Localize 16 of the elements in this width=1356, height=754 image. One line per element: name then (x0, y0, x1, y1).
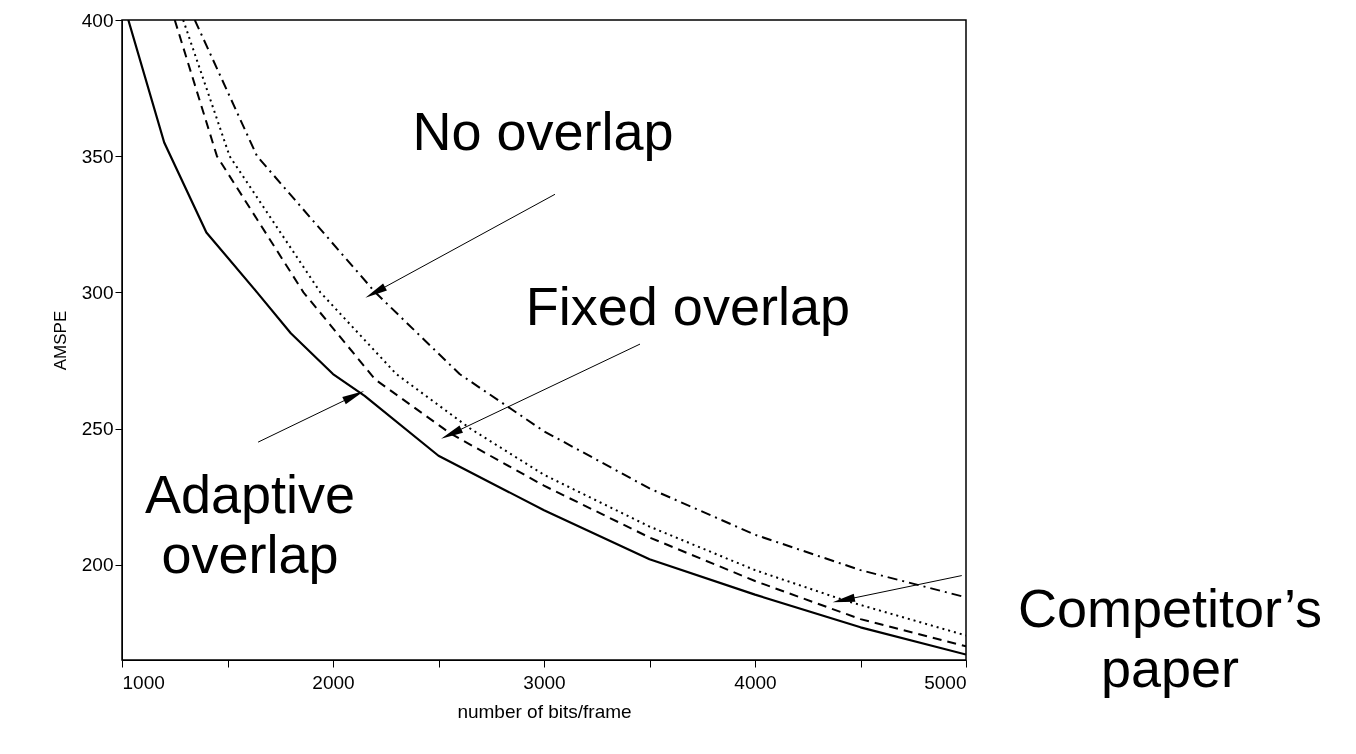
annotation: No overlap (412, 101, 674, 162)
y-tick-label: 400 (81, 9, 114, 31)
y-tick-label: 250 (81, 418, 114, 440)
annotation: Adaptive overlap (145, 463, 356, 584)
x-tick-label: 4000 (734, 671, 777, 693)
x-axis-title: number of bits/frame (457, 700, 632, 722)
y-tick-label: 350 (81, 145, 114, 167)
x-tick-label: 2000 (312, 671, 355, 693)
annotation: Competitor’s paper (1017, 577, 1323, 698)
y-tick-label: 200 (81, 554, 114, 576)
annotation: Fixed overlap (525, 275, 850, 336)
x-tick-label: 1000 (122, 671, 165, 693)
x-tick-label: 3000 (523, 671, 566, 693)
y-axis-title: AMSPE (50, 310, 70, 371)
x-tick-label: 5000 (924, 671, 967, 693)
y-tick-label: 300 (81, 281, 114, 303)
